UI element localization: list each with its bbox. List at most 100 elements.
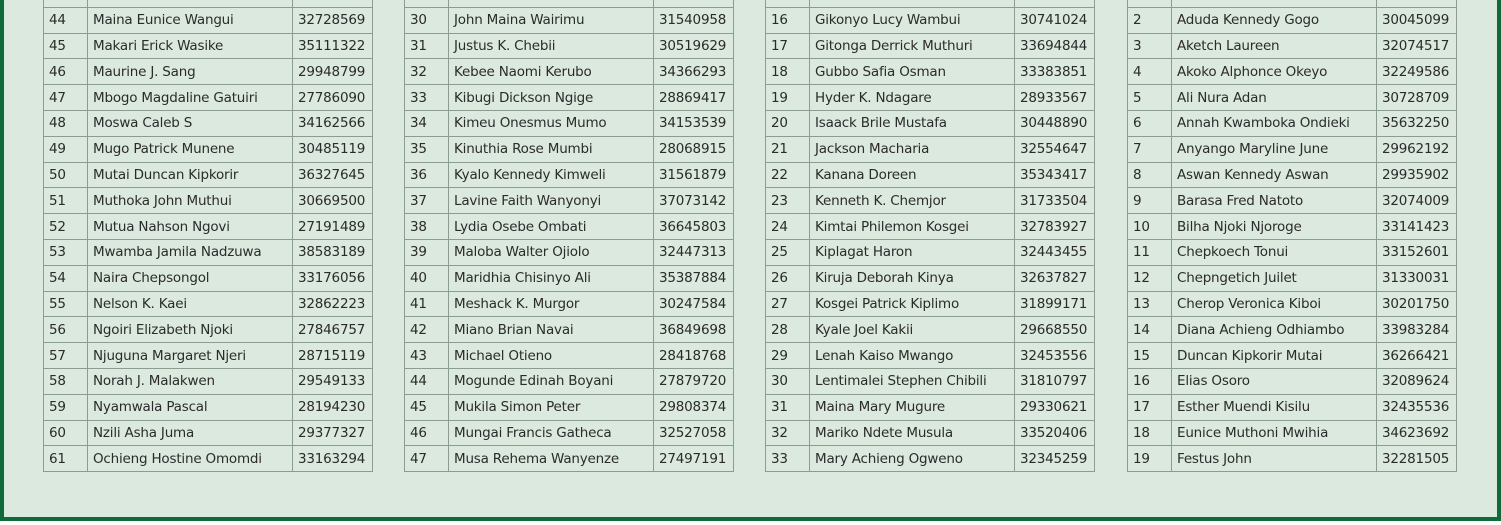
id-number: 32862223 [292, 290, 373, 318]
id-number: 33163294 [292, 445, 373, 473]
cell-cut-off [1127, 0, 1172, 8]
id-number: 34623692 [1376, 419, 1457, 447]
person-name: Festus John [1171, 445, 1377, 473]
table-row: 41 Meshack K. Murgor 30247584 [404, 290, 734, 318]
person-name: John Maina Wairimu [448, 6, 654, 34]
id-number: 31561879 [653, 161, 734, 189]
person-name: Kanana Doreen [809, 161, 1015, 189]
table-row: 33 Mary Achieng Ogweno 32345259 [765, 445, 1095, 473]
table-row: 51 Muthoka John Muthui 30669500 [43, 187, 373, 215]
row-number: 21 [765, 135, 810, 163]
person-name: Akoko Alphonce Okeyo [1171, 58, 1377, 86]
table-row: 6 Annah Kwamboka Ondieki 35632250 [1127, 109, 1457, 137]
id-number: 32074517 [1376, 32, 1457, 60]
person-name: Mutai Duncan Kipkorir [87, 161, 293, 189]
person-name: Kiplagat Haron [809, 238, 1015, 266]
id-number: 35343417 [1014, 161, 1095, 189]
id-number: 33520406 [1014, 419, 1095, 447]
person-name: Muthoka John Muthui [87, 187, 293, 215]
row-number: 48 [43, 109, 88, 137]
table-row: 57 Njuguna Margaret Njeri 28715119 [43, 342, 373, 369]
table-row: 35 Kinuthia Rose Mumbi 28068915 [404, 135, 734, 163]
person-name: Maina Eunice Wangui [87, 6, 293, 34]
person-name: Bilha Njoki Njoroge [1171, 213, 1377, 240]
cell-cut-off [1014, 0, 1095, 8]
cell-cut-off [404, 0, 449, 8]
table-row: 45 Mukila Simon Peter 29808374 [404, 393, 734, 421]
row-number: 41 [404, 290, 449, 318]
table-row: 24 Kimtai Philemon Kosgei 32783927 [765, 213, 1095, 240]
row-number: 35 [404, 135, 449, 163]
person-name: Kenneth K. Chemjor [809, 187, 1015, 215]
row-number: 19 [765, 84, 810, 111]
person-name: Ngoiri Elizabeth Njoki [87, 316, 293, 344]
row-number: 29 [765, 342, 810, 369]
id-number: 29377327 [292, 419, 373, 447]
row-number: 42 [404, 316, 449, 344]
table-row: 18 Gubbo Safia Osman 33383851 [765, 58, 1095, 86]
id-number: 33141423 [1376, 213, 1457, 240]
table-row: 22 Kanana Doreen 35343417 [765, 161, 1095, 189]
row-number: 17 [1127, 393, 1172, 421]
id-number: 27846757 [292, 316, 373, 344]
cell-cut-off [292, 0, 373, 8]
table-row: 46 Mungai Francis Gatheca 32527058 [404, 419, 734, 447]
table-row: 27 Kosgei Patrick Kiplimo 31899171 [765, 290, 1095, 318]
id-number: 29948799 [292, 58, 373, 86]
person-name: Mbogo Magdaline Gatuiri [87, 84, 293, 111]
cell-cut-off [809, 0, 1015, 8]
person-name: Ochieng Hostine Omomdi [87, 445, 293, 473]
id-number: 35632250 [1376, 109, 1457, 137]
id-number: 32527058 [653, 419, 734, 447]
person-name: Chepkoech Tonui [1171, 238, 1377, 266]
id-number: 36645803 [653, 213, 734, 240]
person-name: Mutua Nahson Ngovi [87, 213, 293, 240]
table-row: 17 Gitonga Derrick Muthuri 33694844 [765, 32, 1095, 60]
person-name: Makari Erick Wasike [87, 32, 293, 60]
table-row: 18 Eunice Muthoni Mwihia 34623692 [1127, 419, 1457, 447]
table-row: 45 Makari Erick Wasike 35111322 [43, 32, 373, 60]
person-name: Lavine Faith Wanyonyi [448, 187, 654, 215]
table-row: 36 Kyalo Kennedy Kimweli 31561879 [404, 161, 734, 189]
table-row: 34 Kimeu Onesmus Mumo 34153539 [404, 109, 734, 137]
row-number: 59 [43, 393, 88, 421]
table-row: 39 Maloba Walter Ojiolo 32447313 [404, 238, 734, 266]
table-row: 29 Lenah Kaiso Mwango 32453556 [765, 342, 1095, 369]
person-name: Mwamba Jamila Nadzuwa [87, 238, 293, 266]
row-number: 17 [765, 32, 810, 60]
id-number: 28418768 [653, 342, 734, 369]
id-number: 33383851 [1014, 58, 1095, 86]
table-row: 4 Akoko Alphonce Okeyo 32249586 [1127, 58, 1457, 86]
row-number: 44 [43, 6, 88, 34]
cell-cut-off [1171, 0, 1377, 8]
row-number: 16 [765, 6, 810, 34]
row-number: 47 [43, 84, 88, 111]
id-number: 32637827 [1014, 264, 1095, 292]
person-name: Kinuthia Rose Mumbi [448, 135, 654, 163]
table-row: 15 Duncan Kipkorir Mutai 36266421 [1127, 342, 1457, 369]
person-name: Michael Otieno [448, 342, 654, 369]
row-number: 54 [43, 264, 88, 292]
table-row: 5 Ali Nura Adan 30728709 [1127, 84, 1457, 111]
row-number: 22 [765, 161, 810, 189]
id-number: 30485119 [292, 135, 373, 163]
id-number: 27497191 [653, 445, 734, 473]
id-number: 30448890 [1014, 109, 1095, 137]
person-name: Aduda Kennedy Gogo [1171, 6, 1377, 34]
row-number: 37 [404, 187, 449, 215]
table-row: 49 Mugo Patrick Munene 30485119 [43, 135, 373, 163]
id-number: 32447313 [653, 238, 734, 266]
id-number: 29668550 [1014, 316, 1095, 344]
person-name: Nyamwala Pascal [87, 393, 293, 421]
table-row: 43 Michael Otieno 28418768 [404, 342, 734, 369]
table-row: 53 Mwamba Jamila Nadzuwa 38583189 [43, 238, 373, 266]
id-number: 30728709 [1376, 84, 1457, 111]
table-row: 59 Nyamwala Pascal 28194230 [43, 393, 373, 421]
table-row: 42 Miano Brian Navai 36849698 [404, 316, 734, 344]
row-number: 12 [1127, 264, 1172, 292]
id-number: 27786090 [292, 84, 373, 111]
table-row: 31 Maina Mary Mugure 29330621 [765, 393, 1095, 421]
person-name: Esther Muendi Kisilu [1171, 393, 1377, 421]
row-number: 18 [1127, 419, 1172, 447]
id-number: 34162566 [292, 109, 373, 137]
